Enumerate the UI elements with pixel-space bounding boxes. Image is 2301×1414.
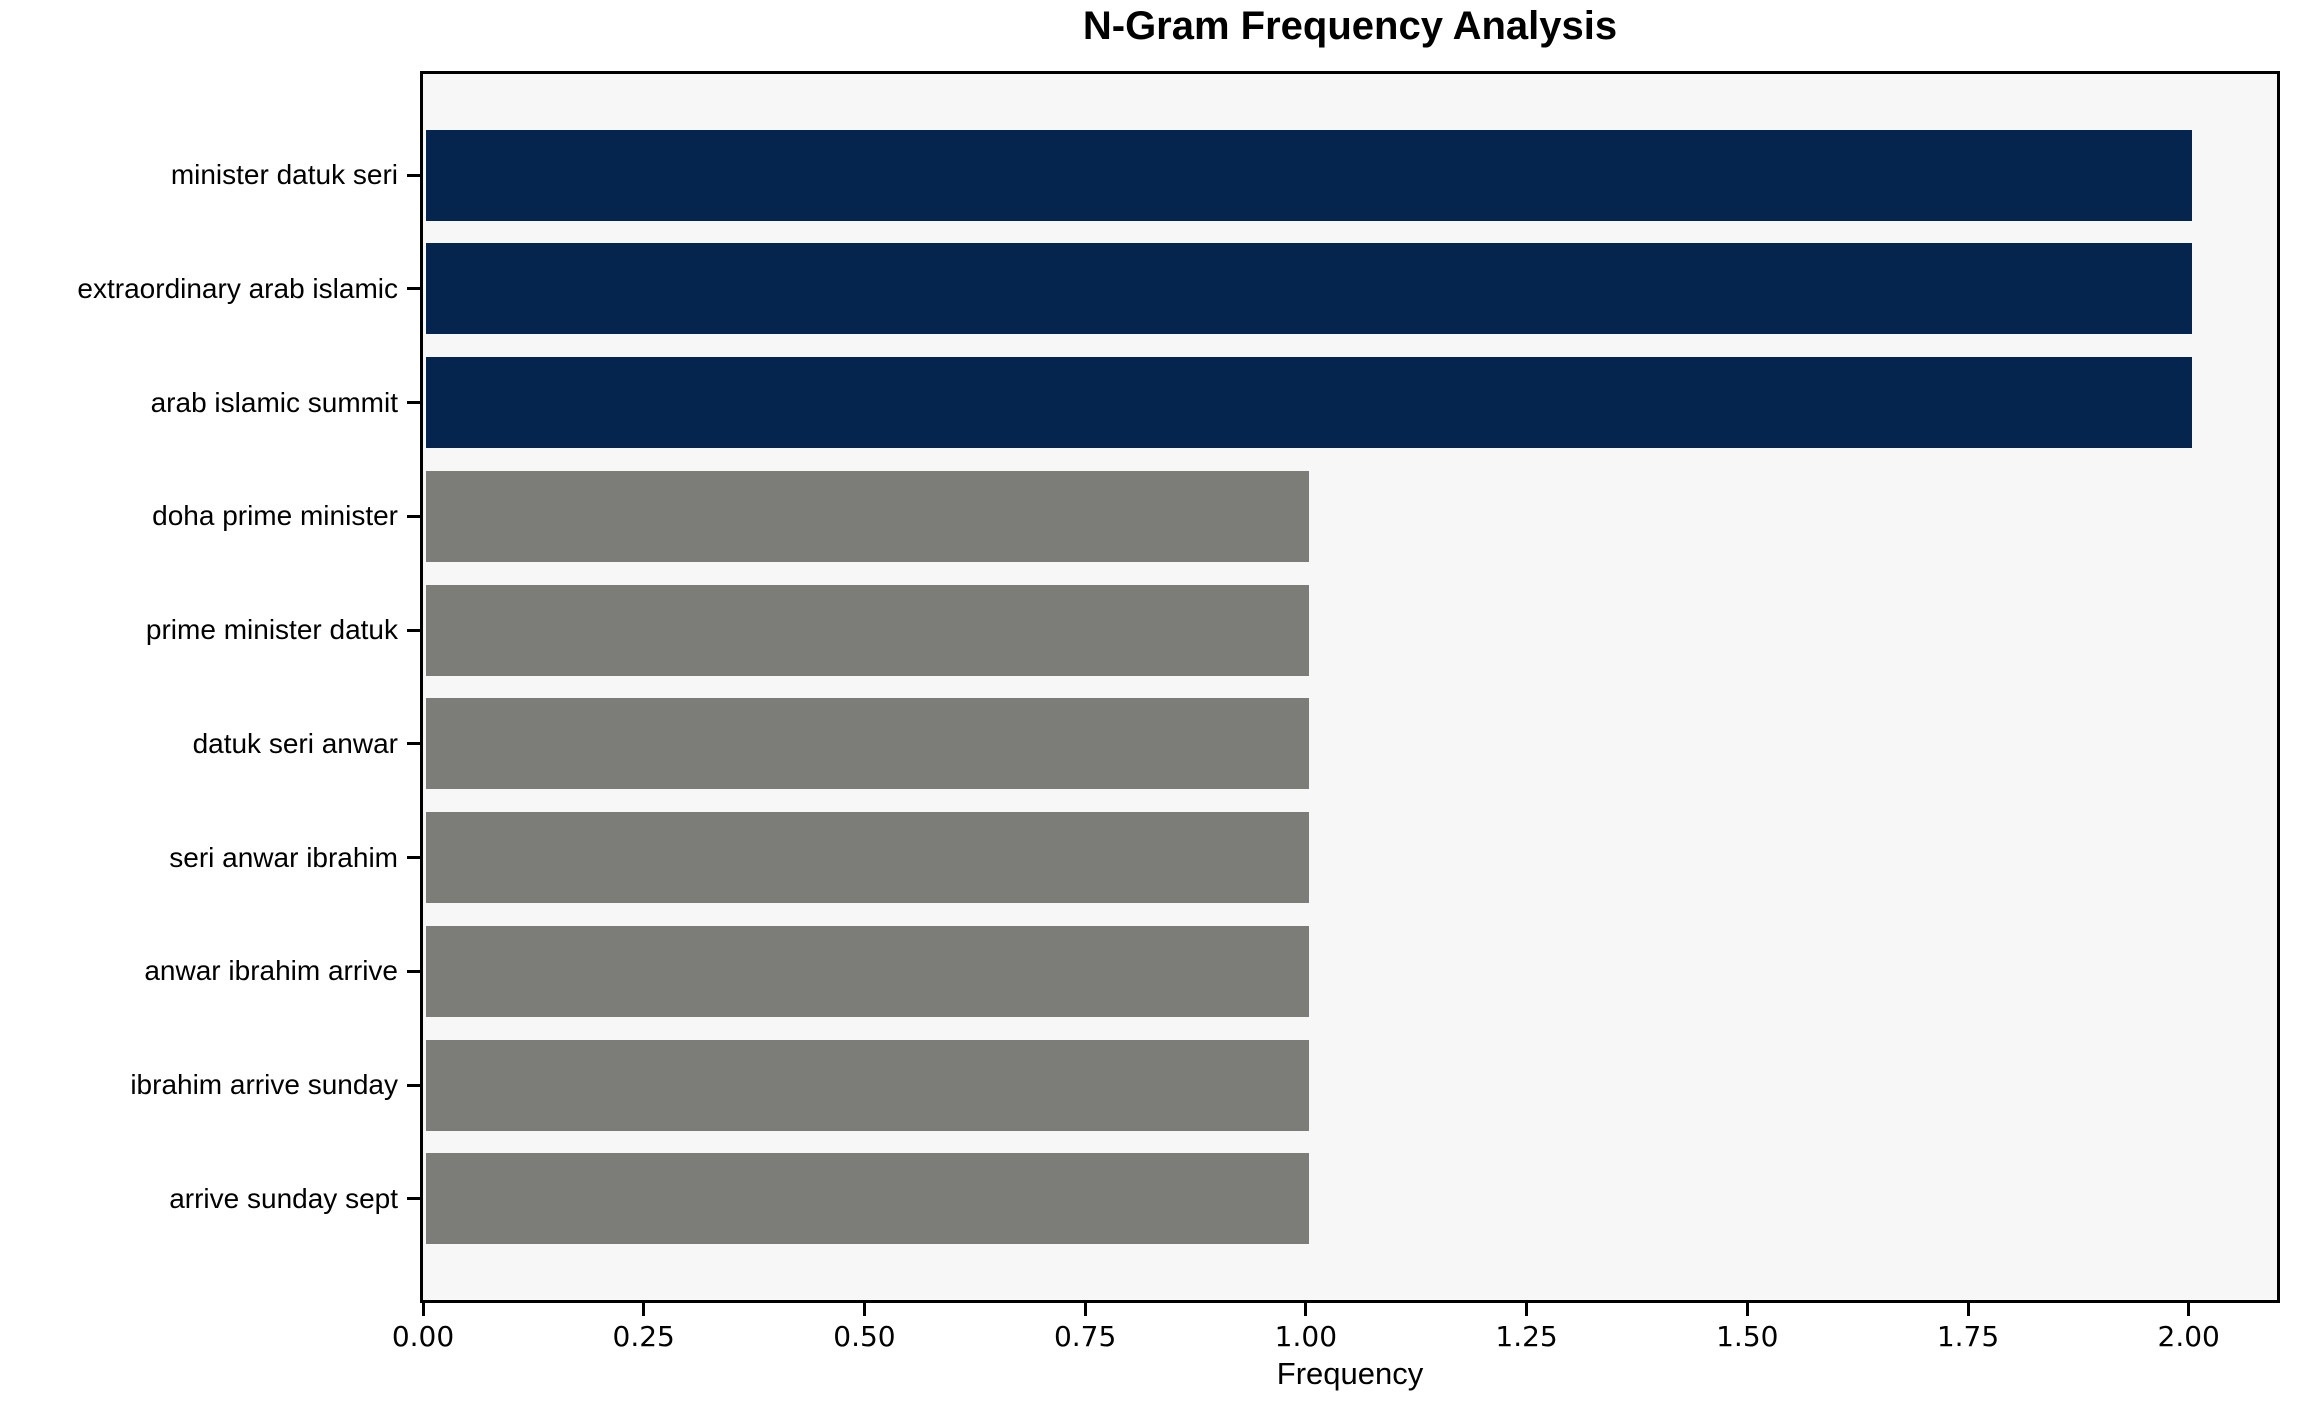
x-tick-label: 1.25	[1495, 1320, 1558, 1353]
x-tick-mark	[1525, 1303, 1529, 1316]
x-tick-label: 1.00	[1274, 1320, 1338, 1353]
y-tick-mark	[407, 401, 420, 405]
x-tick-label: 1.75	[1936, 1320, 2000, 1353]
x-axis-label: Frequency	[1276, 1356, 1424, 1391]
bar	[426, 243, 2192, 335]
bar	[426, 1153, 1309, 1245]
y-tick-label: arrive sunday sept	[169, 1182, 398, 1214]
bar	[426, 584, 1309, 676]
y-tick-label: prime minister datuk	[145, 614, 398, 646]
x-tick-mark	[2187, 1303, 2191, 1316]
x-tick-label: 0.00	[391, 1320, 455, 1353]
y-tick-label: anwar ibrahim arrive	[144, 955, 398, 987]
x-tick-label: 0.75	[1053, 1320, 1117, 1353]
plot-area	[420, 71, 2280, 1303]
y-tick-label: ibrahim arrive sunday	[130, 1069, 398, 1101]
y-tick-mark	[407, 1197, 420, 1201]
x-tick-label: 0.50	[833, 1320, 896, 1353]
y-tick-mark	[407, 1083, 420, 1087]
y-tick-label: doha prime minister	[152, 500, 398, 532]
y-tick-mark	[407, 856, 420, 860]
y-tick-mark	[407, 742, 420, 746]
x-tick-mark	[1966, 1303, 1970, 1316]
chart-title: N-Gram Frequency Analysis	[1082, 4, 1618, 48]
y-tick-label: extraordinary arab islamic	[77, 272, 398, 304]
bar	[426, 698, 1309, 790]
y-tick-label: minister datuk seri	[170, 159, 398, 191]
x-tick-label: 2.00	[2157, 1320, 2220, 1353]
x-tick-mark	[421, 1303, 425, 1316]
bar	[426, 1039, 1309, 1131]
x-tick-mark	[1083, 1303, 1087, 1316]
y-tick-label: arab islamic summit	[150, 386, 398, 418]
x-tick-label: 1.50	[1716, 1320, 1779, 1353]
y-tick-label: seri anwar ibrahim	[169, 841, 398, 873]
y-tick-mark	[407, 514, 420, 518]
y-tick-label: datuk seri anwar	[192, 727, 398, 759]
y-tick-mark	[407, 628, 420, 632]
x-tick-mark	[1745, 1303, 1749, 1316]
x-tick-mark	[642, 1303, 646, 1316]
x-tick-mark	[862, 1303, 866, 1316]
bar	[426, 470, 1309, 562]
y-tick-mark	[407, 173, 420, 177]
bar	[426, 357, 2192, 449]
bar	[426, 925, 1309, 1017]
y-tick-mark	[407, 287, 420, 291]
bar	[426, 812, 1309, 904]
x-tick-mark	[1304, 1303, 1308, 1316]
x-tick-label: 0.25	[612, 1320, 675, 1353]
bar	[426, 129, 2192, 221]
y-tick-mark	[407, 969, 420, 973]
